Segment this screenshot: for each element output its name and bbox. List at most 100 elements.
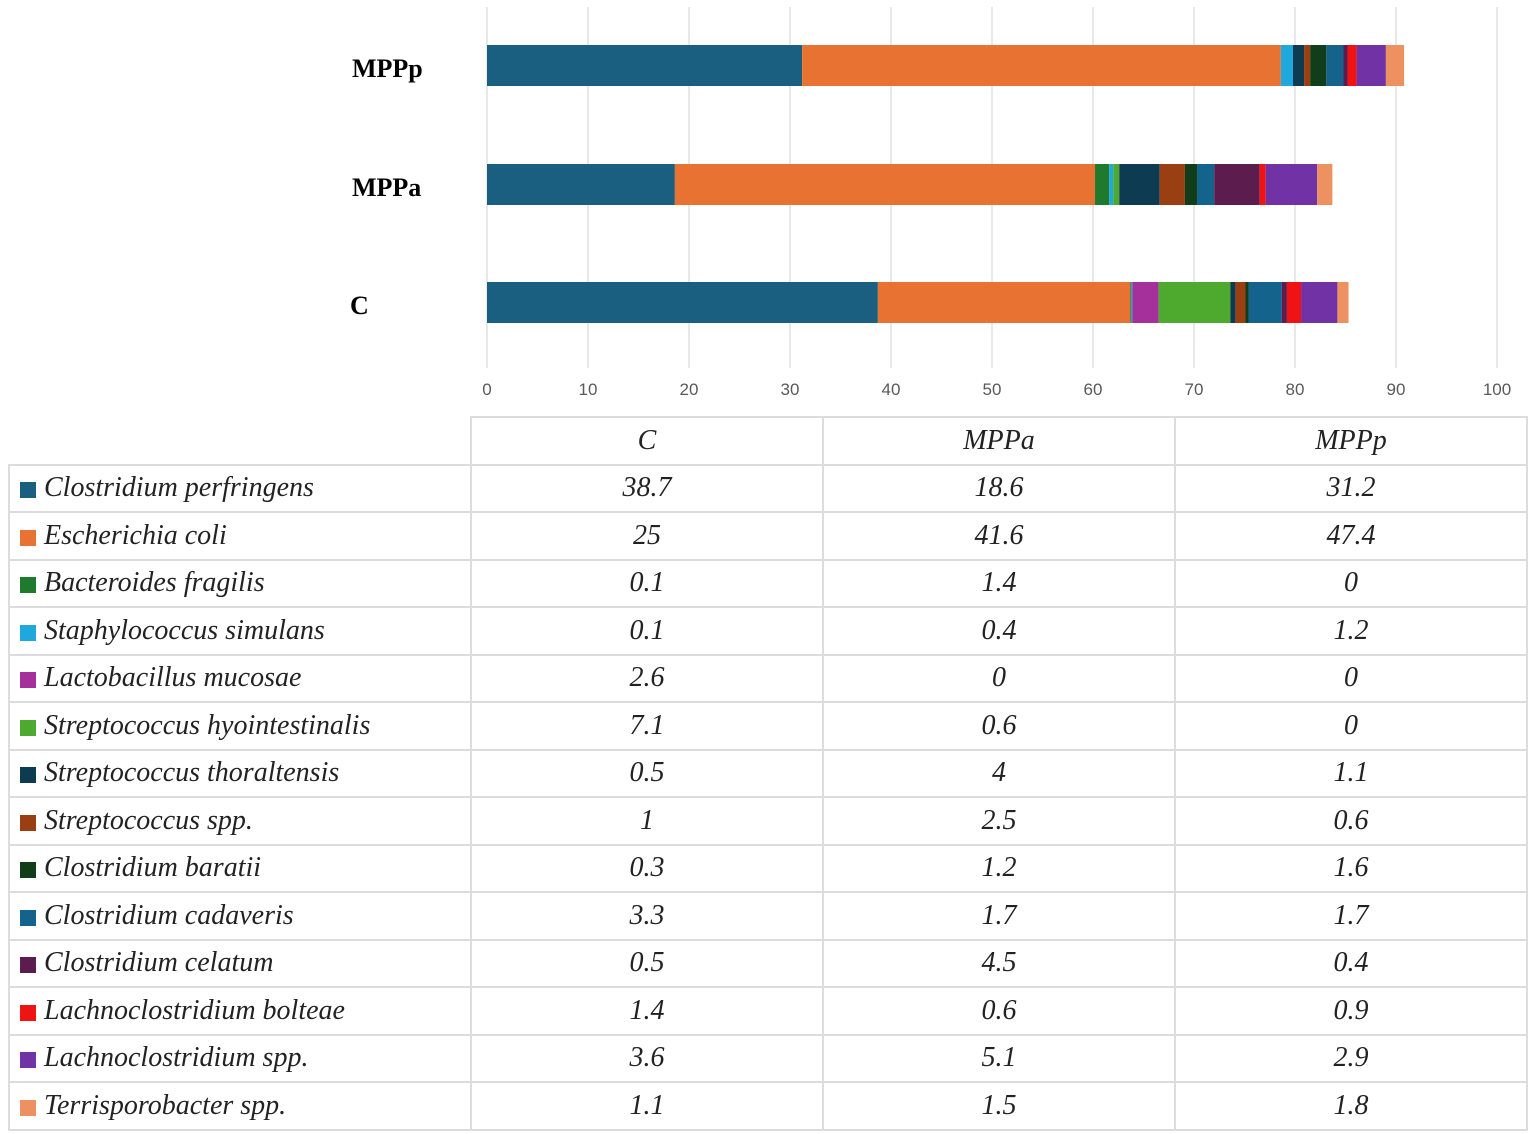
series-name: Lactobacillus mucosae — [44, 662, 302, 694]
table-row: Streptococcus spp. 1 2.5 0.6 — [8, 796, 1528, 846]
bar-segment — [1130, 282, 1132, 323]
bar-segment — [877, 282, 1131, 323]
table-row: Lactobacillus mucosae 2.6 0 0 — [8, 653, 1528, 703]
value-cell: 1.4 — [822, 558, 1176, 608]
series-name: Lachnoclostridium bolteae — [44, 994, 345, 1026]
series-name-cell: Streptococcus hyointestinalis — [8, 701, 472, 751]
x-axis-ticks: 0 10 20 30 40 50 60 70 80 90 100 — [482, 380, 1511, 399]
series-name-cell: Clostridium perfringens — [8, 463, 472, 513]
bar-segment — [1159, 164, 1185, 205]
legend-swatch — [20, 577, 36, 594]
x-tick-label: 20 — [680, 380, 699, 399]
value-cell: 0 — [1174, 653, 1528, 703]
x-tick-label: 50 — [983, 380, 1002, 399]
value-cell: 1.2 — [1174, 606, 1528, 656]
series-name-cell: Lachnoclostridium bolteae — [8, 986, 472, 1036]
x-tick-label: 40 — [882, 380, 901, 399]
value-cell: 0.3 — [470, 843, 824, 893]
bar-segment — [1248, 282, 1282, 323]
value-cell: 0 — [1174, 558, 1528, 608]
bar-segment — [1095, 164, 1110, 205]
x-tick-label: 80 — [1286, 380, 1305, 399]
bar-segment — [1245, 282, 1249, 323]
x-tick-label: 60 — [1084, 380, 1103, 399]
table-row: Escherichia coli 25 41.6 47.4 — [8, 511, 1528, 561]
value-cell: 1.5 — [822, 1081, 1176, 1131]
bar-segment — [1235, 282, 1246, 323]
legend-swatch — [20, 1004, 36, 1021]
x-tick-label: 30 — [781, 380, 800, 399]
bar-segment — [1385, 45, 1405, 86]
bar-segment — [1109, 164, 1114, 205]
table-row: Clostridium celatum 0.5 4.5 0.4 — [8, 938, 1528, 988]
table-row: Streptococcus thoraltensis 0.5 4 1.1 — [8, 748, 1528, 798]
value-cell: 41.6 — [822, 511, 1176, 561]
bar-segment — [1286, 282, 1302, 323]
legend-swatch — [20, 672, 36, 689]
column-header: MPPp — [1174, 416, 1528, 466]
stacked-bar-chart: C MPPa MPPp 0 10 20 30 40 50 60 70 80 90 100 — [350, 7, 1511, 399]
table-row: Bacteroides fragilis 0.1 1.4 0 — [8, 558, 1528, 608]
legend-swatch — [20, 624, 36, 641]
value-cell: 3.3 — [470, 891, 824, 941]
value-cell: 0.4 — [1174, 938, 1528, 988]
legend-swatch — [20, 909, 36, 926]
series-name: Clostridium perfringens — [44, 472, 314, 504]
value-cell: 2.9 — [1174, 1033, 1528, 1083]
value-cell: 1.7 — [822, 891, 1176, 941]
bar-segment — [1214, 164, 1260, 205]
series-name-cell: Clostridium celatum — [8, 938, 472, 988]
legend-swatch — [20, 767, 36, 784]
value-cell: 1.6 — [1174, 843, 1528, 893]
bar-segment — [1347, 45, 1357, 86]
bar-segment — [1158, 282, 1231, 323]
category-label: MPPa — [352, 173, 421, 202]
value-cell: 4.5 — [822, 938, 1176, 988]
series-name: Clostridium baratii — [44, 852, 262, 884]
value-cell: 1 — [470, 796, 824, 846]
value-cell: 3.6 — [470, 1033, 824, 1083]
value-cell: 18.6 — [822, 463, 1176, 513]
bar-segment — [1337, 282, 1349, 323]
table-corner — [9, 417, 471, 465]
value-cell: 25 — [470, 511, 824, 561]
value-cell: 0.6 — [1174, 796, 1528, 846]
bar-segment — [1197, 164, 1215, 205]
value-cell: 1.8 — [1174, 1081, 1528, 1131]
value-cell: 5.1 — [822, 1033, 1176, 1083]
bar-segment — [1292, 45, 1305, 86]
bar-segment — [1131, 282, 1133, 323]
bar-segment — [487, 282, 878, 323]
bar-segment — [1280, 45, 1293, 86]
value-cell: 1.2 — [822, 843, 1176, 893]
category-label: C — [350, 291, 369, 320]
series-name-cell: Escherichia coli — [8, 511, 472, 561]
bar-segment — [487, 164, 675, 205]
bar-segment — [1184, 164, 1198, 205]
table-row: Staphylococcus simulans 0.1 0.4 1.2 — [8, 606, 1528, 656]
bar-segment — [1356, 45, 1386, 86]
bar-segment — [1132, 282, 1159, 323]
value-cell: 0.5 — [470, 938, 824, 988]
x-tick-label: 0 — [482, 380, 491, 399]
series-name: Staphylococcus simulans — [44, 614, 325, 646]
table-row: Terrisporobacter spp. 1.1 1.5 1.8 — [8, 1081, 1528, 1131]
value-cell: 47.4 — [1174, 511, 1528, 561]
legend-swatch — [20, 529, 36, 546]
series-name: Bacteroides fragilis — [44, 567, 265, 599]
table-row: Clostridium perfringens 38.7 18.6 31.2 — [8, 463, 1528, 513]
value-cell: 0.9 — [1174, 986, 1528, 1036]
table-row: Clostridium cadaveris 3.3 1.7 1.7 — [8, 891, 1528, 941]
bar-segment — [1119, 164, 1160, 205]
value-cell: 4 — [822, 748, 1176, 798]
series-name: Terrisporobacter spp. — [44, 1089, 287, 1121]
series-name: Escherichia coli — [44, 519, 227, 551]
data-table: C MPPa MPPp Clostridium perfringens 38.7 1… — [8, 416, 1528, 1131]
bar-segment — [1113, 164, 1120, 205]
series-name: Streptococcus thoraltensis — [44, 757, 340, 789]
column-header: MPPa — [822, 416, 1176, 466]
bar-segment — [674, 164, 1096, 205]
x-tick-label: 10 — [579, 380, 598, 399]
bar-segment — [802, 45, 1281, 86]
series-name: Clostridium cadaveris — [44, 899, 294, 931]
